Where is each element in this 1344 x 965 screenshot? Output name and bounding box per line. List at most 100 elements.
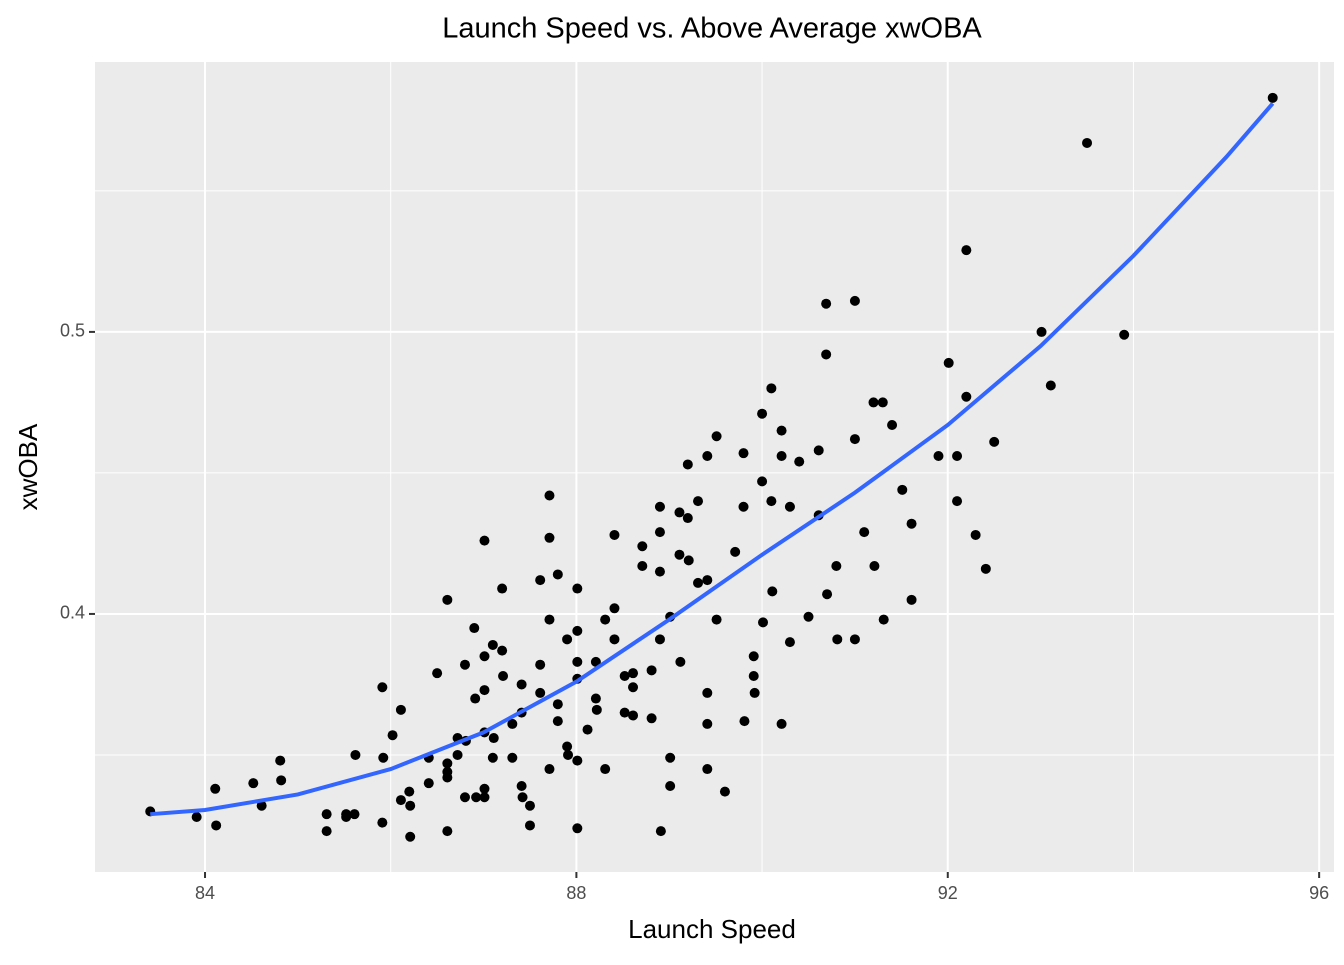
point [459, 659, 470, 670]
point [702, 451, 713, 462]
point [654, 566, 665, 577]
point [897, 484, 908, 495]
point [498, 670, 509, 681]
point [275, 755, 286, 766]
point [572, 755, 583, 766]
point [442, 594, 453, 605]
point [479, 783, 490, 794]
x-tick-label: 88 [566, 883, 586, 903]
point [738, 448, 749, 459]
point [803, 611, 814, 622]
point [682, 513, 693, 524]
point [423, 778, 434, 789]
point [952, 496, 963, 507]
point [637, 541, 648, 552]
point [849, 295, 860, 306]
point [654, 634, 665, 645]
point [748, 651, 759, 662]
point [619, 670, 630, 681]
point [1082, 137, 1093, 148]
point [868, 397, 879, 408]
point [749, 687, 760, 698]
point [524, 820, 535, 831]
point [646, 665, 657, 676]
point [377, 682, 388, 693]
point [738, 501, 749, 512]
point [619, 707, 630, 718]
point [831, 560, 842, 571]
point [321, 809, 332, 820]
point [341, 812, 352, 823]
point [776, 425, 787, 436]
fit-line [150, 102, 1275, 817]
point [563, 749, 574, 760]
point [572, 656, 583, 667]
point [702, 718, 713, 729]
point [1267, 92, 1278, 103]
point [961, 391, 972, 402]
point [748, 670, 759, 681]
point [590, 693, 601, 704]
point [813, 445, 824, 456]
point [821, 349, 832, 360]
point [572, 625, 583, 636]
point [628, 710, 639, 721]
y-tick-label: 0.4 [60, 603, 85, 623]
point [590, 656, 601, 667]
point [702, 575, 713, 586]
point [404, 786, 415, 797]
point [757, 408, 768, 419]
point [544, 532, 555, 543]
point [442, 758, 453, 769]
point [693, 577, 704, 588]
point [674, 507, 685, 518]
point [609, 634, 620, 645]
point [980, 563, 991, 574]
point [952, 451, 963, 462]
point [1045, 380, 1056, 391]
point [682, 459, 693, 470]
point [832, 634, 843, 645]
point [452, 749, 463, 760]
point [821, 298, 832, 309]
point [675, 656, 686, 667]
point [572, 583, 583, 594]
x-tick-label: 84 [195, 883, 215, 903]
point [488, 733, 499, 744]
point [524, 800, 535, 811]
y-tick-label: 0.5 [60, 321, 85, 341]
x-axis-title: Launch Speed [628, 914, 796, 944]
point [350, 749, 361, 760]
point [459, 792, 470, 803]
point [479, 535, 490, 546]
point [582, 724, 593, 735]
point [646, 713, 657, 724]
point [970, 529, 981, 540]
point [210, 783, 221, 794]
point [961, 245, 972, 256]
point [628, 682, 639, 693]
point [654, 527, 665, 538]
point [562, 741, 573, 752]
point [757, 476, 768, 487]
point [544, 764, 555, 775]
point [906, 518, 917, 529]
point [248, 778, 259, 789]
y-axis-title: xwOBA [13, 423, 43, 510]
point [719, 786, 730, 797]
point [487, 752, 498, 763]
point [766, 383, 777, 394]
point [552, 569, 563, 580]
point [497, 583, 508, 594]
point [600, 614, 611, 625]
point [674, 549, 685, 560]
point [535, 687, 546, 698]
point [572, 823, 583, 834]
point [637, 560, 648, 571]
point [878, 614, 889, 625]
point [693, 496, 704, 507]
point [739, 716, 750, 727]
point [702, 764, 713, 775]
point [507, 718, 518, 729]
